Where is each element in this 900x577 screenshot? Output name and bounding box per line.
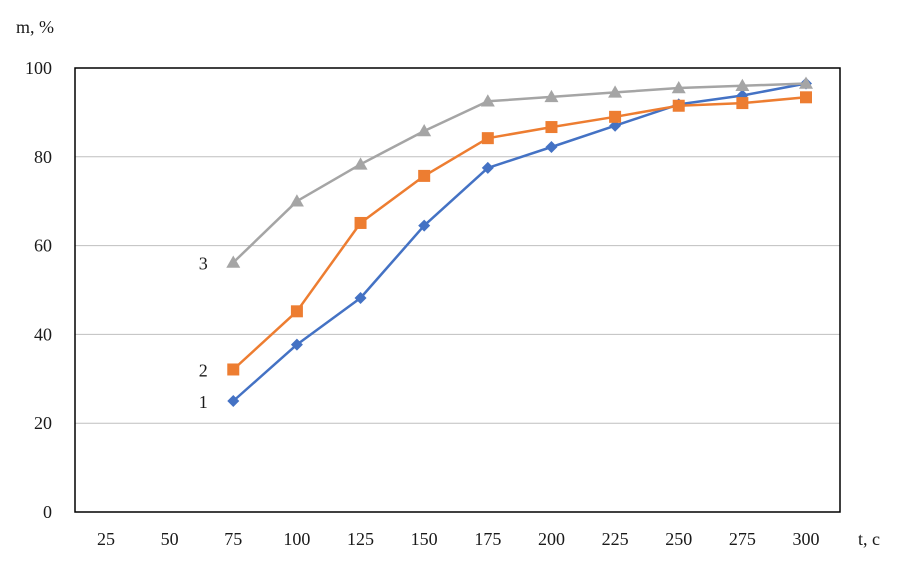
series-2-point-250 (672, 99, 685, 112)
series-3-point-225 (608, 85, 623, 98)
x-tick-label-25: 25 (97, 529, 115, 549)
series-3-point-125 (353, 157, 368, 170)
series-2-point-125 (354, 216, 367, 229)
y-tick-label-0: 0 (43, 502, 52, 522)
x-tick-label-175: 175 (474, 529, 501, 549)
series-3-point-175 (480, 94, 495, 107)
x-axis-tick-labels: 25 50 75 100 125 150 175 200 225 250 275 300 (97, 529, 820, 549)
series-label-1: 1 (199, 392, 208, 412)
series-1-point-200 (545, 141, 558, 154)
series-3-point-200 (544, 89, 559, 103)
series-2-point-200 (545, 121, 558, 134)
series-2-point-150 (418, 169, 431, 182)
x-tick-label-150: 150 (411, 529, 438, 549)
series-2-point-275 (736, 97, 749, 110)
series-3-point-150 (417, 124, 432, 137)
y-tick-label-100: 100 (25, 58, 52, 78)
series-3-point-300 (799, 76, 813, 89)
series-3-line (232, 82, 807, 264)
x-axis-label: t, c (858, 529, 880, 549)
series-2-point-175 (481, 132, 494, 145)
series-1-point-125 (354, 291, 367, 304)
x-tick-label-125: 125 (347, 529, 374, 549)
x-tick-label-250: 250 (665, 529, 692, 549)
series-1-line (232, 82, 807, 402)
series-2-point-225 (609, 110, 622, 123)
series-2-line (232, 96, 807, 371)
series-3-point-100 (289, 194, 304, 207)
series-3-point-75 (226, 255, 241, 268)
series-3-point-275 (735, 78, 750, 92)
series-2-point-75 (227, 363, 240, 376)
x-tick-label-225: 225 (602, 529, 629, 549)
series-3 (226, 76, 813, 268)
series-label-2: 2 (199, 360, 208, 380)
x-tick-label-275: 275 (729, 529, 756, 549)
x-tick-label-100: 100 (283, 529, 310, 549)
series-group (226, 76, 813, 407)
series-2 (227, 91, 812, 376)
y-tick-label-80: 80 (34, 147, 52, 167)
series-2-point-100 (290, 305, 303, 318)
x-tick-label-50: 50 (161, 529, 179, 549)
x-tick-label-75: 75 (224, 529, 242, 549)
y-axis-label: m, % (16, 17, 54, 37)
series-1-point-100 (290, 338, 303, 351)
x-tick-label-200: 200 (538, 529, 565, 549)
y-tick-label-60: 60 (34, 236, 52, 256)
y-axis-tick-labels: 0 20 40 60 80 100 (25, 58, 52, 522)
series-label-3: 3 (199, 253, 208, 273)
series-1-point-75 (227, 395, 240, 407)
series-labels: 1 2 3 (199, 253, 208, 412)
series-1-point-175 (481, 161, 494, 174)
series-1 (227, 77, 812, 407)
plot-area-frame (74, 67, 841, 513)
series-1-point-150 (418, 219, 431, 232)
x-tick-label-300: 300 (793, 529, 820, 549)
y-tick-label-40: 40 (34, 324, 52, 344)
series-2-point-300 (800, 91, 812, 104)
series-3-point-250 (671, 80, 686, 94)
y-tick-label-20: 20 (34, 413, 52, 433)
